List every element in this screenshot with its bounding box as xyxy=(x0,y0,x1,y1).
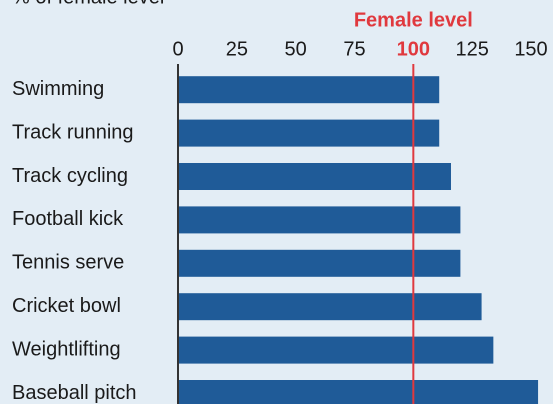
x-tick-label: 75 xyxy=(343,38,365,60)
bar xyxy=(178,249,461,277)
y-tick-label: Track running xyxy=(12,121,134,143)
axis-label: % of female level xyxy=(12,0,164,8)
bar xyxy=(178,206,461,234)
bar xyxy=(178,293,482,321)
bar xyxy=(178,76,440,104)
bar xyxy=(178,163,451,190)
bar xyxy=(178,119,440,147)
x-tick-label: 0 xyxy=(172,38,183,60)
y-tick-label: Track cycling xyxy=(12,165,128,187)
x-tick-label: 25 xyxy=(226,38,248,60)
y-tick-label: Tennis serve xyxy=(12,252,124,274)
y-tick-label: Cricket bowl xyxy=(12,295,121,317)
y-tick-label: Baseball pitch xyxy=(12,382,137,404)
y-tick-label: Weightlifting xyxy=(12,338,121,360)
bar xyxy=(178,336,494,364)
x-tick-label: 50 xyxy=(285,38,307,60)
reference-label: Female level xyxy=(354,9,473,31)
x-tick-label: 150 xyxy=(514,38,547,60)
y-tick-label: Football kick xyxy=(12,208,124,230)
y-tick-label: Swimming xyxy=(12,78,104,100)
bar xyxy=(178,380,539,404)
x-tick-label: 100 xyxy=(397,38,430,60)
x-tick-label: 125 xyxy=(455,38,488,60)
